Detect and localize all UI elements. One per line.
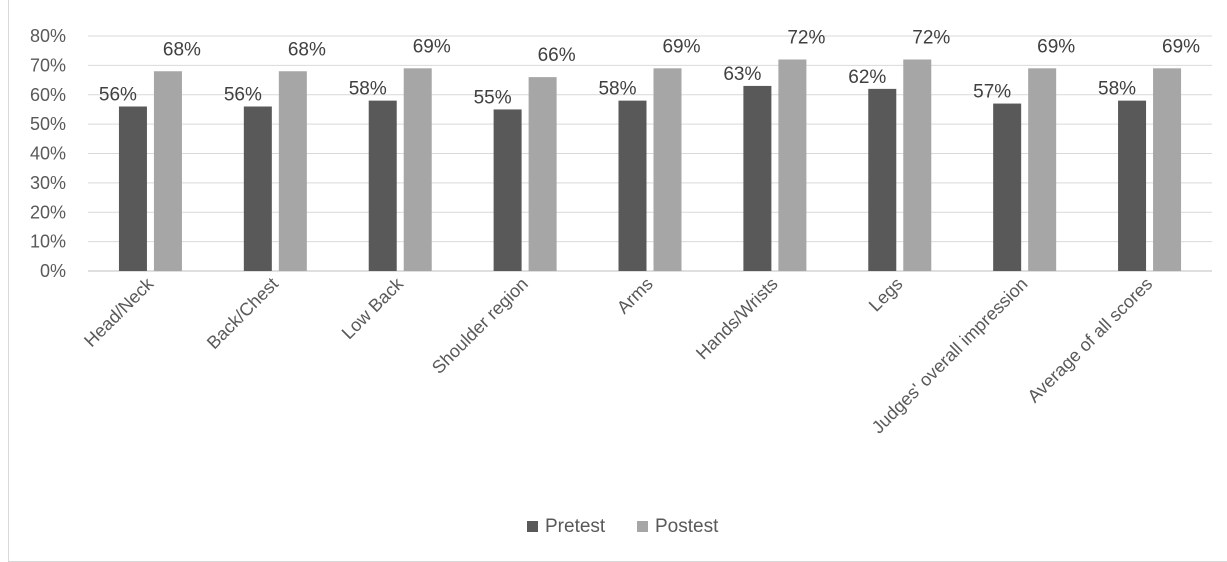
bar-pretest xyxy=(868,89,896,271)
bars xyxy=(119,60,1181,272)
data-label-pretest: 57% xyxy=(973,82,1011,103)
y-tick-label: 50% xyxy=(30,114,66,134)
data-label-pretest: 58% xyxy=(598,79,636,100)
data-label-postest: 69% xyxy=(1037,36,1075,57)
y-tick-label: 40% xyxy=(30,144,66,164)
bar-postest xyxy=(154,71,182,271)
bar-postest xyxy=(279,71,307,271)
data-label-pretest: 58% xyxy=(1098,79,1136,100)
bar-postest xyxy=(404,68,432,271)
bar-pretest xyxy=(494,109,522,271)
y-tick-label: 70% xyxy=(30,55,66,75)
x-category-label: Arms xyxy=(613,274,657,318)
data-label-postest: 69% xyxy=(1162,36,1200,57)
legend: Pretest Postest xyxy=(527,516,719,537)
x-category-label: Legs xyxy=(865,274,907,316)
bar-pretest xyxy=(244,107,272,272)
bar-postest xyxy=(903,60,931,272)
x-category-label: Average of all scores xyxy=(1024,274,1157,407)
data-label-postest: 68% xyxy=(163,39,201,60)
bar-postest xyxy=(529,77,557,271)
x-axis: Head/Neck Back/Chest Low Back Shoulder regi… xyxy=(80,273,1156,437)
data-label-pretest: 62% xyxy=(848,67,886,88)
bar-postest xyxy=(1153,68,1181,271)
x-category-label: Head/Neck xyxy=(80,273,158,351)
bar-pretest xyxy=(1118,101,1146,271)
legend-swatch-pretest xyxy=(527,521,538,532)
data-label-pretest: 63% xyxy=(723,64,761,85)
x-category-label: Back/Chest xyxy=(203,274,282,353)
data-label-pretest: 55% xyxy=(474,87,512,108)
y-tick-label: 0% xyxy=(40,261,66,281)
data-label-postest: 72% xyxy=(912,28,950,49)
bar-postest xyxy=(1028,68,1056,271)
bar-pretest xyxy=(993,104,1021,271)
data-label-pretest: 56% xyxy=(224,85,262,106)
y-tick-label: 30% xyxy=(30,173,66,193)
x-category-label: Hands/Wrists xyxy=(692,274,782,364)
y-tick-label: 80% xyxy=(30,26,66,46)
data-label-postest: 66% xyxy=(538,45,576,66)
data-label-postest: 68% xyxy=(288,39,326,60)
bar-pretest xyxy=(619,101,647,271)
y-tick-label: 60% xyxy=(30,85,66,105)
legend-swatch-postest xyxy=(637,521,648,532)
data-label-postest: 72% xyxy=(787,28,825,49)
y-tick-label: 20% xyxy=(30,202,66,222)
bar-pretest xyxy=(119,107,147,272)
bar-postest xyxy=(778,60,806,272)
x-category-label: Shoulder region xyxy=(428,274,532,378)
y-axis: 0% 10% 20% 30% 40% 50% 60% 70% 80% xyxy=(30,26,66,281)
bar-pretest xyxy=(369,101,397,271)
data-label-pretest: 58% xyxy=(349,79,387,100)
y-tick-label: 10% xyxy=(30,232,66,252)
data-label-pretest: 56% xyxy=(99,85,137,106)
bar-pretest xyxy=(743,86,771,271)
legend-label-postest: Postest xyxy=(655,516,719,537)
legend-label-pretest: Pretest xyxy=(545,516,606,537)
data-label-postest: 69% xyxy=(413,36,451,57)
bar-postest xyxy=(654,68,682,271)
data-label-postest: 69% xyxy=(662,36,700,57)
x-category-label: Low Back xyxy=(338,273,408,343)
